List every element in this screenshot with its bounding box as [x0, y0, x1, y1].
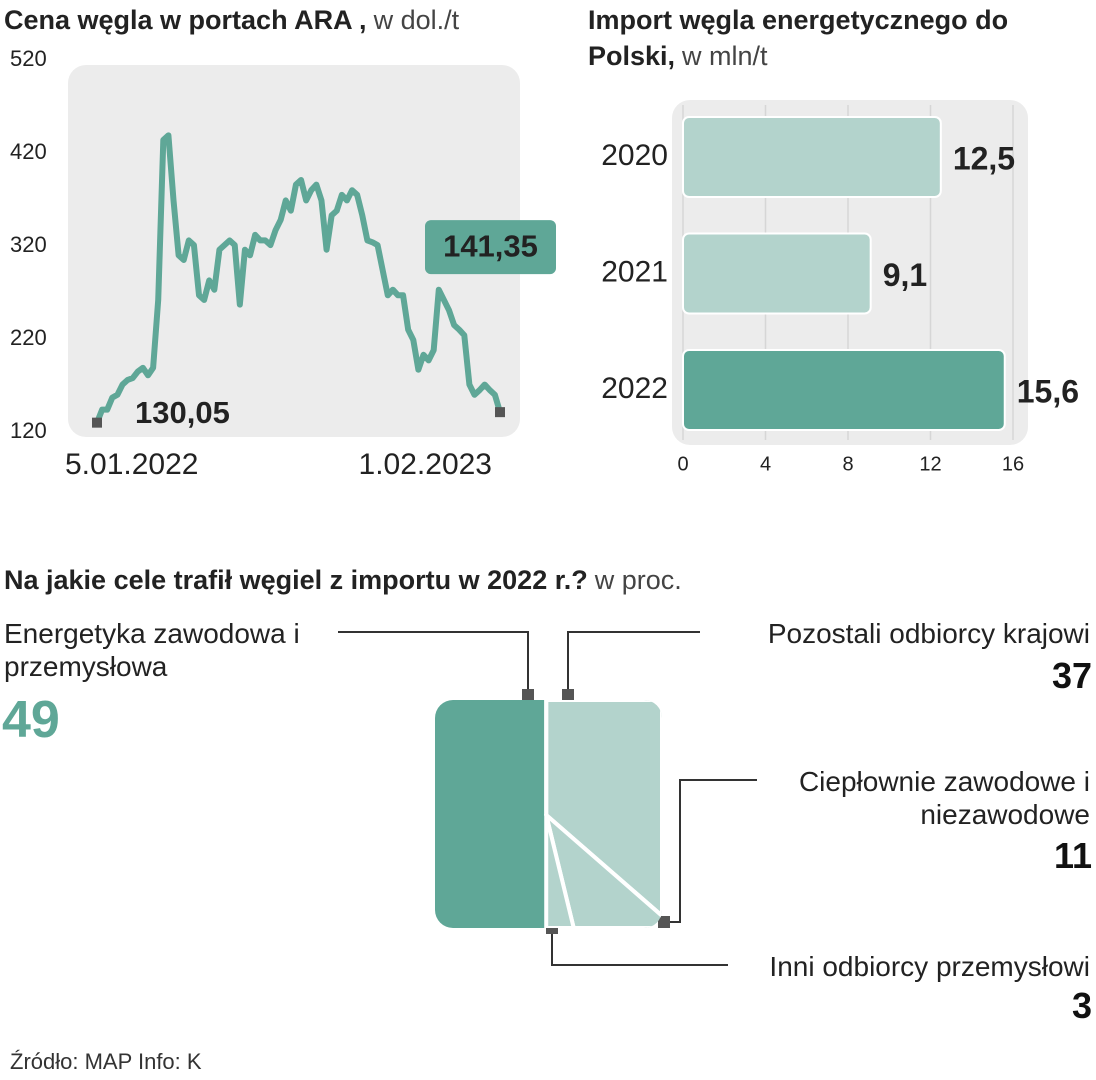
x-tick-label: 4 — [760, 453, 771, 475]
y-tick-label: 320 — [10, 232, 47, 257]
value-label: 49 — [2, 691, 60, 749]
label: Inni odbiorcy przemysłowi — [769, 951, 1090, 982]
plot-bg — [68, 65, 520, 437]
end-marker — [92, 417, 102, 428]
y-tick-label: 2020 — [601, 139, 668, 172]
label: Ciepłownie zawodowe i niezawodowe — [798, 766, 1090, 830]
y-tick-label: 520 — [10, 46, 47, 71]
value-label: 3 — [1071, 985, 1092, 1026]
x-tick-label: 0 — [677, 453, 688, 475]
title: Import węgla energetycznego do Polski, w … — [588, 5, 1009, 71]
line — [94, 132, 503, 424]
connectors — [338, 631, 757, 966]
label: Pozostali odbiorcy krajowi — [767, 618, 1090, 649]
bar — [682, 116, 942, 198]
x-tick-label: 8 — [842, 453, 853, 475]
value-label: 141,35 — [443, 228, 538, 263]
fan — [435, 700, 662, 928]
x-tick-label: 5.01.2022 — [65, 448, 198, 481]
segment — [435, 700, 547, 928]
y-tick-label: 120 — [10, 418, 47, 443]
footer: Źródło: MAP Info: K — [10, 1049, 202, 1074]
segment — [544, 813, 576, 928]
value-label: 37 — [1051, 655, 1092, 696]
title: Na jakie cele trafił węgiel z importu w … — [4, 565, 682, 595]
x-tick-label: 16 — [1002, 453, 1024, 475]
title: Cena węgla w portach ARA ,w dol./t — [4, 5, 460, 35]
value-label: 130,05 — [135, 395, 230, 430]
bar — [682, 349, 1006, 431]
y-tick-label: 220 — [10, 325, 47, 350]
value-label: 9,1 — [883, 257, 927, 293]
value-label-bg — [425, 220, 556, 275]
value-label: 15,6 — [1017, 373, 1079, 409]
y-tick-label: 420 — [10, 139, 47, 164]
label: Energetyka zawodowa i przemysłowa — [4, 618, 300, 682]
bar — [682, 232, 872, 315]
y-tick-label: 2022 — [601, 372, 668, 405]
value-label: 12,5 — [953, 140, 1015, 176]
x-tick-label: 1.02.2023 — [359, 448, 492, 481]
value-label: 11 — [1053, 835, 1092, 876]
end-marker — [495, 407, 505, 418]
y-tick-label: 2021 — [601, 255, 668, 288]
x-tick-label: 12 — [919, 453, 941, 475]
